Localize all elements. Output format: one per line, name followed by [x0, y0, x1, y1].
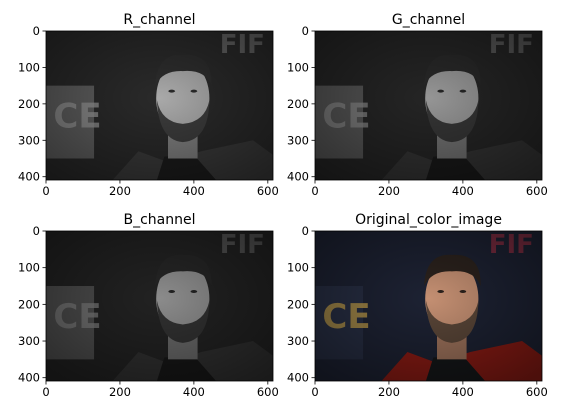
y-tick-label: 0: [302, 24, 309, 38]
image-content: CEFIF: [315, 31, 542, 180]
image-content: CEFIF: [46, 31, 273, 180]
axes-frame: [314, 230, 543, 382]
x-tick-label: 600: [257, 385, 279, 399]
y-tick-label: 0: [33, 224, 40, 238]
y-tick-label: 200: [18, 297, 40, 311]
y-tick-label: 400: [287, 371, 309, 385]
x-tick-label: 400: [452, 184, 474, 198]
subplot-3: CEFIF B_channel 0 200 400 600 0 100 200 300 400: [18, 212, 279, 399]
subplot-title: B_channel: [123, 212, 195, 228]
y-tick-label: 300: [287, 334, 309, 348]
y-tick-label: 100: [18, 60, 40, 74]
y-tick-label: 200: [287, 97, 309, 111]
y-tick-label: 100: [287, 60, 309, 74]
y-tick-label: 200: [18, 97, 40, 111]
axes-frame: [45, 230, 274, 382]
y-tick-label: 300: [287, 133, 309, 147]
y-tick-label: 400: [287, 170, 309, 184]
y-tick-label: 100: [18, 261, 40, 275]
y-tick-label: 400: [18, 170, 40, 184]
image-content: CEFIF: [46, 231, 273, 381]
x-tick-label: 200: [109, 184, 131, 198]
y-tick-label: 100: [287, 261, 309, 275]
image-vignette: [46, 231, 273, 381]
x-tick-label: 0: [42, 385, 49, 399]
x-tick-label: 600: [526, 184, 548, 198]
x-tick-label: 200: [378, 385, 400, 399]
y-tick-label: 400: [18, 371, 40, 385]
subplot-1: CEFIF R_channel 0 200 400 600 0 100 200 300 400: [18, 12, 279, 198]
axes-frame: [45, 30, 274, 181]
x-tick-label: 400: [183, 184, 205, 198]
x-tick-label: 400: [452, 385, 474, 399]
axes-frame: [314, 30, 543, 181]
y-tick-label: 0: [33, 24, 40, 38]
image-vignette: [46, 31, 273, 180]
x-tick-label: 0: [311, 385, 318, 399]
x-tick-label: 200: [378, 184, 400, 198]
y-tick-label: 300: [18, 334, 40, 348]
image-vignette: [315, 231, 542, 381]
x-tick-label: 200: [109, 385, 131, 399]
y-tick-label: 200: [287, 297, 309, 311]
x-tick-label: 600: [257, 184, 279, 198]
subplot-4: CEFIF Original_color_image 0 200 400 600 0 100 2…: [287, 212, 548, 399]
y-tick-label: 300: [18, 133, 40, 147]
subplot-title: Original_color_image: [355, 212, 502, 228]
image-vignette: [315, 31, 542, 180]
y-tick-label: 0: [302, 224, 309, 238]
image-content: CEFIF: [315, 231, 542, 381]
subplot-title: R_channel: [123, 12, 195, 28]
x-tick-label: 600: [526, 385, 548, 399]
x-tick-label: 0: [42, 184, 49, 198]
subplot-title: G_channel: [392, 12, 465, 28]
x-tick-label: 0: [311, 184, 318, 198]
subplot-2: CEFIF G_channel 0 200 400 600 0 100 200 300 400: [287, 12, 548, 198]
x-tick-label: 400: [183, 385, 205, 399]
